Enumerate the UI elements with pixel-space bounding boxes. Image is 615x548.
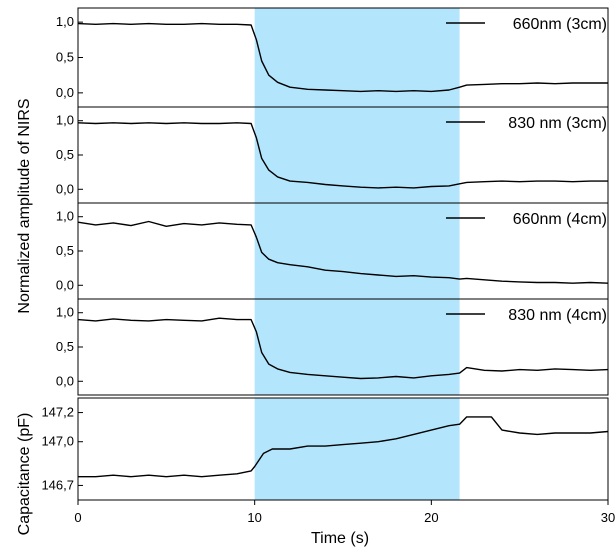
legend-label: 830 nm (3cm): [508, 115, 607, 132]
y-tick-label: 1,0: [56, 14, 74, 29]
series-line-3: [77, 220, 609, 284]
x-tick-label: 10: [247, 510, 261, 525]
panel-frame: [77, 397, 609, 501]
y-tick-label: 0,5: [56, 243, 74, 258]
panel-5: 147,2 147,0 146,7: [41, 397, 609, 501]
stimulus-highlight-group: [254, 8, 460, 500]
y-axis-label-capacitance: Capacitance (pF): [16, 413, 33, 536]
x-axis: 0 10 20 30: [74, 500, 615, 525]
y-tick-label: 0,5: [56, 339, 74, 354]
series-line-2: [77, 122, 608, 189]
legend-label: 830 nm (4cm): [508, 307, 607, 324]
x-tick-label: 20: [424, 510, 438, 525]
y-tick-label: 0,5: [56, 147, 74, 162]
legend-label: 660nm (4cm): [513, 211, 607, 228]
x-tick-label: 0: [74, 510, 81, 525]
y-tick-label: 0,0: [56, 85, 74, 100]
y-tick-label: 1,0: [56, 305, 74, 320]
series-line-4: [77, 317, 609, 380]
y-tick-label: 0,0: [56, 181, 74, 196]
y-tick-label: 1,0: [56, 209, 74, 224]
y-tick-label: 147,0: [41, 434, 74, 449]
y-tick-label: 1,0: [56, 113, 74, 128]
panel-4: 1,0 0,5 0,0 830 nm (4cm): [56, 298, 609, 396]
legend-label: 660nm (3cm): [513, 16, 607, 33]
y-tick-label: 0,5: [56, 50, 74, 65]
y-tick-label: 147,2: [41, 405, 74, 420]
x-axis-label: Time (s): [311, 530, 369, 547]
panel-3: 1,0 0,5 0,0 660nm (4cm): [56, 202, 609, 300]
y-tick-label: 0,0: [56, 277, 74, 292]
y-axis-label-nirs: Normalized amplitude of NIRS: [16, 98, 33, 313]
panel-group: 1,0 0,5 0,0 660nm (3cm) 1,0 0,5 0,0 830 nm (3cm…: [41, 7, 609, 501]
series-line-5: [78, 416, 609, 478]
highlight-band-nirs: [254, 8, 460, 395]
y-tick-label: 0,0: [56, 373, 74, 388]
y-tick-label: 146,7: [41, 477, 74, 492]
series-line-1: [77, 22, 608, 93]
x-tick-label: 30: [601, 510, 615, 525]
